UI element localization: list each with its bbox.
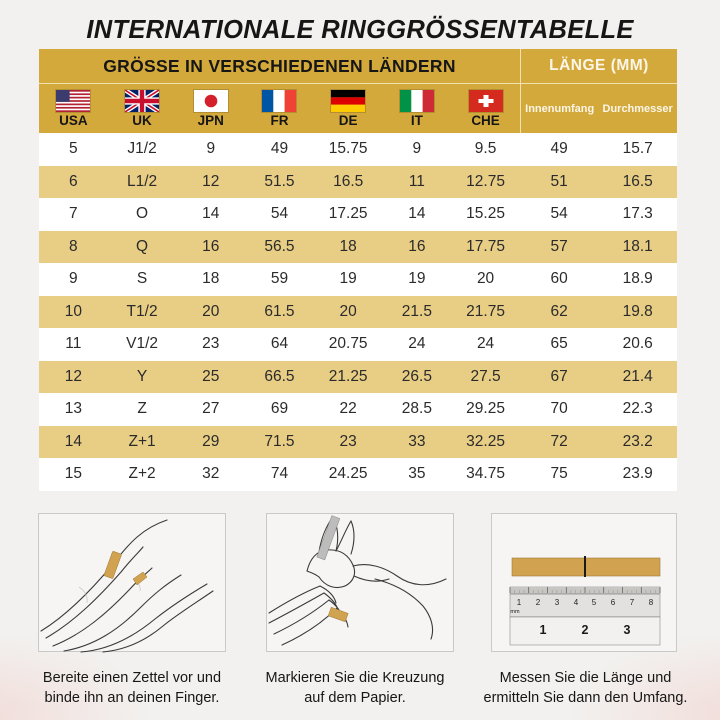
svg-text:4: 4 — [574, 598, 579, 607]
svg-text:3: 3 — [555, 598, 560, 607]
svg-text:8: 8 — [649, 598, 654, 607]
svg-text:2: 2 — [582, 623, 589, 637]
svg-text:6: 6 — [611, 598, 616, 607]
svg-text:7: 7 — [630, 598, 635, 607]
svg-text:3: 3 — [624, 623, 631, 637]
svg-text:2: 2 — [536, 598, 541, 607]
svg-text:mm: mm — [510, 609, 520, 615]
svg-text:1: 1 — [517, 598, 522, 607]
svg-text:1: 1 — [540, 623, 547, 637]
svg-text:5: 5 — [592, 598, 597, 607]
